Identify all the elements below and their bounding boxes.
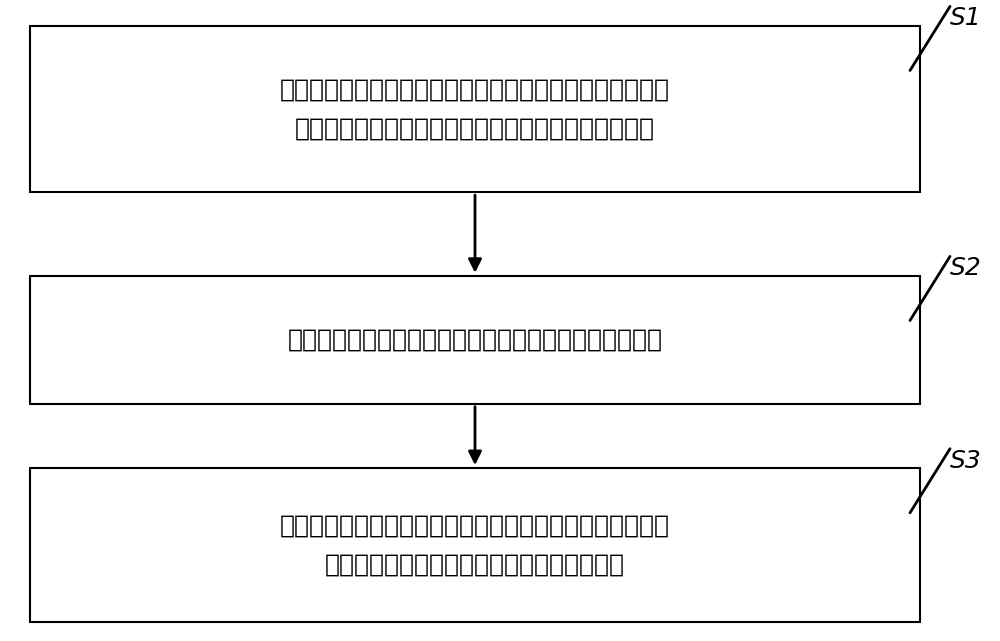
Bar bbox=[30, 26, 920, 192]
Text: S1: S1 bbox=[950, 6, 982, 30]
Bar bbox=[30, 468, 920, 622]
Text: 获得目标电阻体的第一印刷设计尺寸，根据预设比例值增大
第一印刷设计尺寸的横截面积以获得第二印刷设计尺寸: 获得目标电阻体的第一印刷设计尺寸，根据预设比例值增大 第一印刷设计尺寸的横截面积… bbox=[280, 78, 670, 140]
Text: S2: S2 bbox=[950, 256, 982, 280]
Text: 通过修阻工艺减小所述印刷电阻体的横截面积，从而使所述
印刷电阻体达到目标阻值，以获得最终电阻体: 通过修阻工艺减小所述印刷电阻体的横截面积，从而使所述 印刷电阻体达到目标阻值，以… bbox=[280, 513, 670, 576]
Bar bbox=[30, 276, 920, 404]
Text: 根据第二印刷设计尺寸进行电阻体印刷，获得印刷电阻体: 根据第二印刷设计尺寸进行电阻体印刷，获得印刷电阻体 bbox=[288, 328, 662, 352]
Text: S3: S3 bbox=[950, 449, 982, 472]
